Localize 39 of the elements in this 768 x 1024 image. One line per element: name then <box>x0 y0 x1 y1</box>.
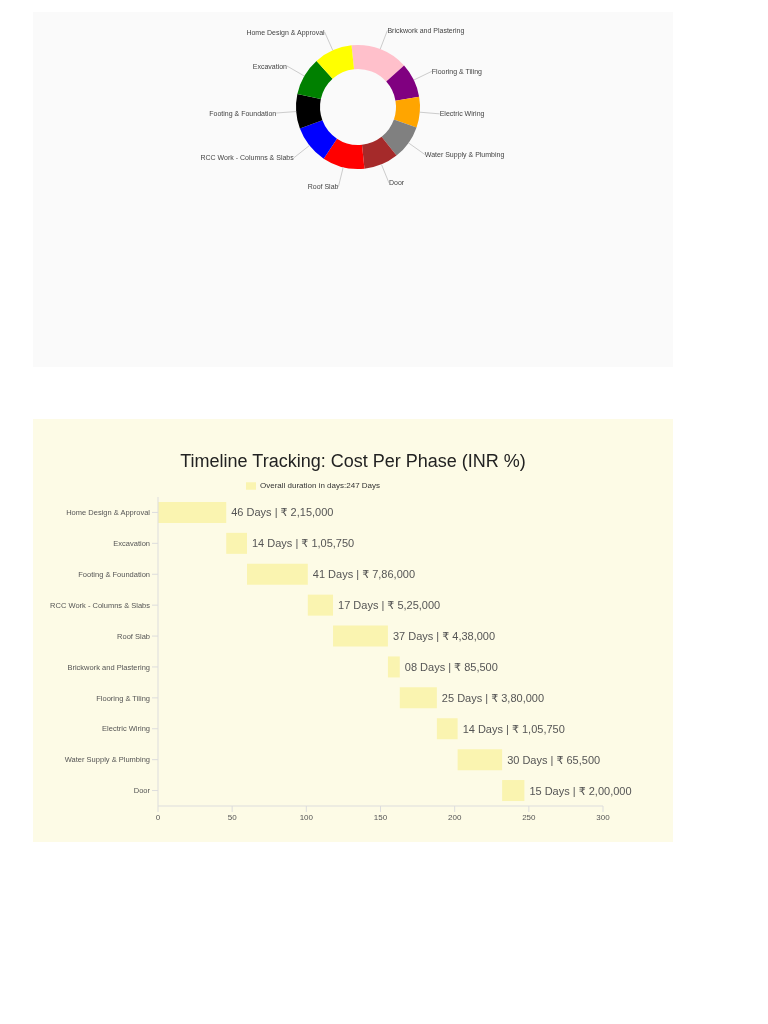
bar <box>247 563 308 585</box>
bar <box>436 718 458 740</box>
donut-slice <box>361 136 397 169</box>
x-tick-label: 250 <box>522 812 537 822</box>
bar <box>457 749 503 771</box>
bar <box>333 625 388 647</box>
donut-slice <box>323 138 365 169</box>
donut-slice <box>296 94 323 129</box>
x-tick-label: 100 <box>299 812 314 822</box>
bar <box>158 501 227 523</box>
bar <box>387 656 400 678</box>
x-tick-label: 0 <box>155 812 161 822</box>
data-label: 14 Days | ₹ 1,05,750 <box>252 537 355 550</box>
x-tick-label: 50 <box>227 812 238 822</box>
data-label: 14 Days | ₹ 1,05,750 <box>462 722 565 735</box>
data-label: 41 Days | ₹ 7,86,000 <box>312 568 416 581</box>
data-label: 25 Days | ₹ 3,80,000 <box>441 691 545 704</box>
donut-slice <box>299 120 337 159</box>
donut-slice <box>297 60 333 100</box>
x-tick-label: 200 <box>447 812 462 822</box>
donut-slice <box>316 45 355 79</box>
data-label: 46 Days | ₹ 2,15,000 <box>231 506 334 519</box>
data-label: 17 Days | ₹ 5,25,000 <box>338 599 441 612</box>
legend-label: Overall duration in days:247 Days <box>259 481 381 491</box>
bar <box>226 532 247 554</box>
donut-slice <box>381 119 417 156</box>
data-label: 30 Days | ₹ 65,500 <box>507 753 601 766</box>
data-label: 37 Days | ₹ 4,38,000 <box>392 630 496 643</box>
chart-title: Timeline Tracking: Cost Per Phase (INR %) <box>179 450 527 473</box>
x-tick-label: 300 <box>596 812 611 822</box>
data-label: 15 Days | ₹ 2,00,000 <box>529 784 632 797</box>
bar <box>502 780 525 802</box>
data-label: 08 Days | ₹ 85,500 <box>404 660 498 673</box>
donut-slice <box>393 96 420 128</box>
x-tick-label: 150 <box>373 812 388 822</box>
bar <box>399 687 437 709</box>
donut-slice <box>351 45 405 82</box>
donut-slice <box>386 65 420 101</box>
bar <box>307 594 334 616</box>
